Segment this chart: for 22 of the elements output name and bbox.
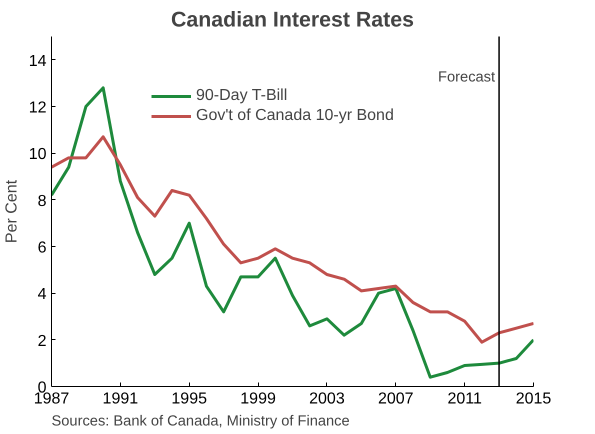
y-tick-label: 14 <box>28 52 47 70</box>
legend-label: 90-Day T-Bill <box>196 87 288 105</box>
ref-line-label: Forecast <box>438 70 496 86</box>
y-tick-label: 10 <box>28 146 47 164</box>
y-axis-title: Per Cent <box>4 179 21 244</box>
y-tick-label: 4 <box>38 286 47 304</box>
x-tick-label: 1991 <box>102 390 138 408</box>
x-tick-label: 2003 <box>309 390 345 408</box>
legend-label: Gov't of Canada 10-yr Bond <box>196 107 394 125</box>
source-note: Sources: Bank of Canada, Ministry of Finance <box>52 414 350 430</box>
x-tick-label: 2015 <box>516 390 552 408</box>
y-tick-label: 8 <box>38 192 47 210</box>
line-series <box>52 86 534 379</box>
chart-title: Canadian Interest Rates <box>171 8 414 32</box>
y-tick-label: 6 <box>38 240 47 256</box>
y-tick-label: 12 <box>28 100 47 116</box>
x-tick-label: 2011 <box>447 390 482 408</box>
x-tick-label: 1999 <box>240 390 276 408</box>
line-series <box>52 135 534 344</box>
x-tick-label: 1995 <box>171 390 208 408</box>
x-tick-label: 2007 <box>378 390 414 408</box>
y-tick-label: 2 <box>38 332 47 350</box>
